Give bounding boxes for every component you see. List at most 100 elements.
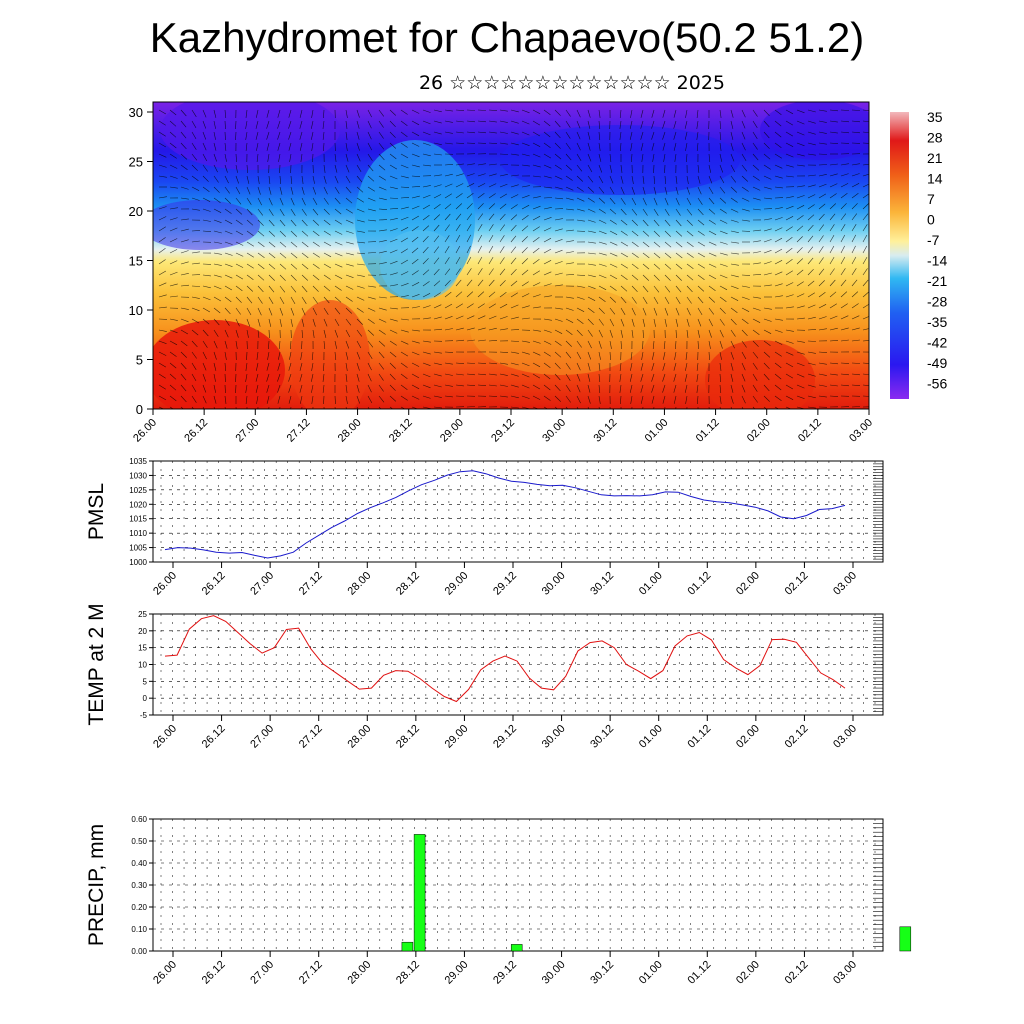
wind-barb [455, 234, 461, 243]
wind-barb [785, 373, 794, 379]
wind-barb [774, 248, 783, 254]
wind-barb [477, 279, 484, 287]
wind-barb [224, 296, 232, 303]
wind-barb [266, 109, 270, 118]
wind-barb [245, 131, 248, 140]
wind-barb [169, 406, 174, 409]
wind-barb [674, 351, 677, 360]
wind-barb [554, 164, 562, 170]
wind-barb [598, 120, 601, 130]
wind-barb [224, 307, 231, 315]
wind-barb [696, 384, 699, 393]
wind-barb [488, 291, 496, 298]
wind-barb [774, 406, 780, 409]
wind-barb [862, 183, 869, 188]
wind-barb [532, 329, 541, 332]
wind-barb [543, 271, 552, 276]
wind-barb [202, 131, 207, 140]
wind-barb [543, 175, 552, 179]
wind-barb [840, 279, 847, 287]
wind-barb [191, 340, 198, 348]
wind-barb [730, 406, 733, 409]
wind-barb [587, 186, 595, 193]
wind-barb [587, 120, 591, 129]
wind-barb [499, 280, 506, 287]
wind-barb [444, 362, 453, 365]
wind-barb [345, 384, 348, 393]
wind-barb [191, 230, 201, 232]
wind-barb [543, 142, 551, 148]
wind-barb [851, 268, 857, 276]
wind-barb [587, 109, 591, 118]
x-tick-label: 26.12 [200, 570, 228, 598]
wind-barb [345, 340, 350, 349]
wind-barb [598, 208, 606, 214]
wind-barb [642, 208, 648, 216]
wind-barb [576, 406, 579, 409]
panel-frame [152, 613, 884, 716]
wind-barb [587, 274, 596, 278]
wind-barb [510, 194, 519, 199]
wind-barb [598, 274, 607, 279]
wind-barb [455, 120, 464, 123]
wind-barb [840, 303, 848, 309]
wind-barb [587, 252, 596, 255]
wind-barb [565, 131, 571, 139]
wind-barb [620, 296, 627, 304]
wind-barb [367, 208, 376, 212]
wind-barb [191, 153, 198, 161]
wind-barb [730, 340, 735, 349]
wind-barb [774, 120, 782, 127]
wind-barb [235, 307, 241, 315]
wind-barb [640, 109, 644, 118]
wind-barb [169, 175, 178, 179]
wind-barb [246, 186, 251, 195]
wind-barb [796, 109, 805, 114]
wind-barb [619, 120, 622, 129]
wind-barb [651, 142, 655, 151]
wind-barb [378, 262, 387, 265]
wind-barb [675, 208, 681, 216]
wind-barb [345, 296, 353, 302]
wind-barb [202, 230, 212, 232]
wind-barb [255, 131, 259, 140]
wind-barb [356, 395, 360, 404]
wind-barb [378, 351, 385, 359]
wind-barb [532, 153, 541, 158]
wind-barb [433, 351, 442, 354]
wind-barb [356, 252, 366, 255]
wind-barb [818, 203, 826, 210]
wind-barb [719, 351, 722, 360]
wind-barb [521, 142, 530, 146]
wind-barb [510, 316, 519, 320]
wind-barb [411, 258, 419, 265]
wind-barb [433, 292, 441, 298]
wind-barb [774, 271, 783, 276]
wind-barb [444, 120, 453, 123]
wind-barb [411, 282, 420, 287]
wind-barb [609, 351, 611, 361]
wind-barb [169, 186, 178, 189]
wind-barb [642, 252, 650, 259]
wind-barb [554, 131, 561, 139]
wind-barb [587, 241, 596, 244]
heatmap-blob [760, 102, 869, 160]
wind-barb [730, 109, 734, 118]
wind-barb [356, 307, 364, 313]
wind-barb [554, 351, 562, 358]
wind-barb [543, 227, 552, 232]
wind-barb [224, 164, 228, 173]
wind-barb [774, 295, 783, 298]
heatmap-blob [705, 340, 815, 409]
wind-barb [598, 384, 601, 394]
wind-barb [840, 120, 850, 123]
wind-barb [532, 373, 541, 379]
wind-barb [246, 197, 252, 205]
wind-barb [620, 186, 625, 195]
wind-barb [785, 384, 794, 390]
wind-barb [268, 274, 275, 281]
wind-barb [763, 384, 770, 392]
wind-barb [620, 164, 623, 173]
wind-barb [818, 280, 825, 287]
wind-barb [301, 230, 309, 237]
